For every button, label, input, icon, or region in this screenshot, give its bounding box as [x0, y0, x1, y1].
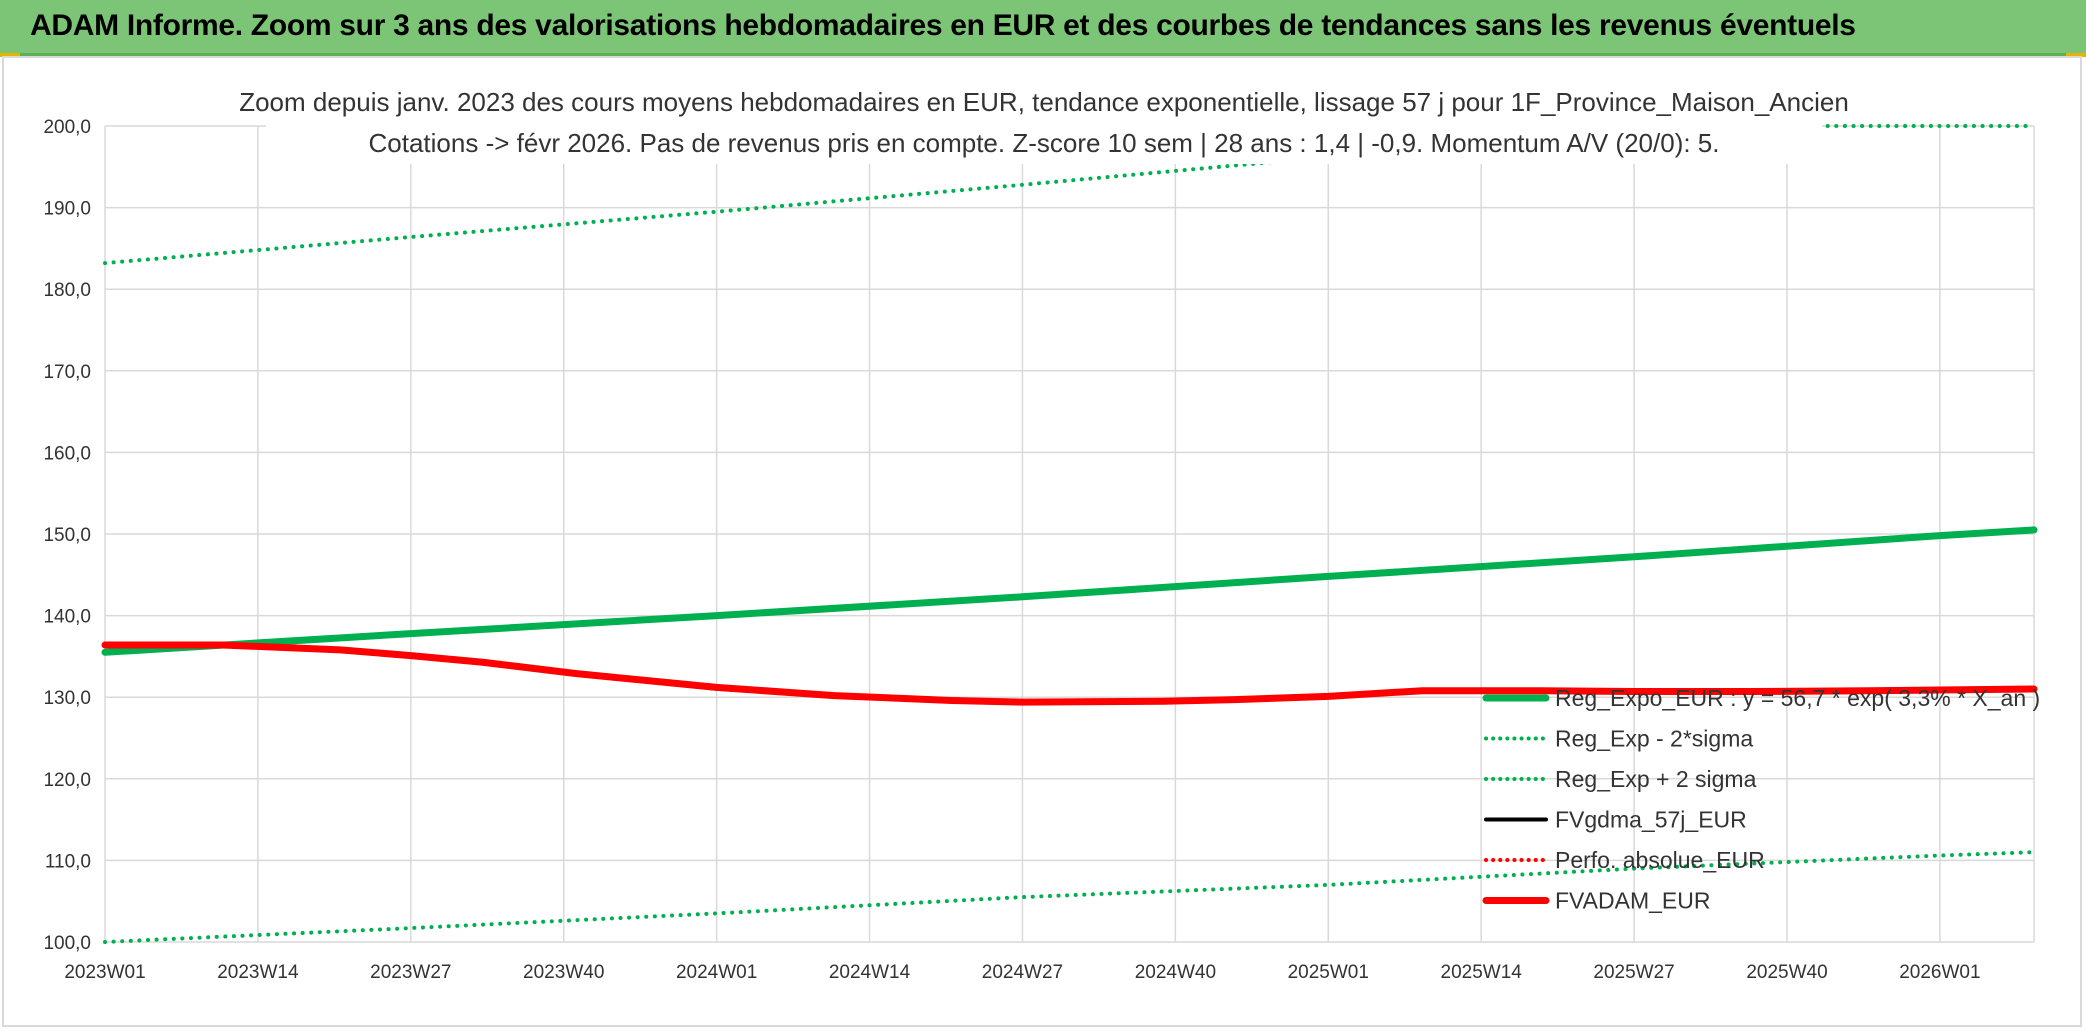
x-tick-label: 2024W27: [982, 962, 1063, 983]
legend-label: Reg_Exp + 2 sigma: [1555, 766, 1757, 792]
x-tick-label: 2025W01: [1288, 962, 1369, 983]
x-tick-label: 2024W40: [1135, 962, 1216, 983]
legend-label: Reg_Expo_EUR : y = 56,7 * exp( 3,3% * X_…: [1555, 685, 2040, 711]
y-tick-label: 160,0: [43, 443, 91, 464]
legend-label: FVADAM_EUR: [1555, 888, 1711, 914]
y-axis: 100,0 110,0 120,0 130,0 140,0 150,0 160,0 170,0…: [43, 117, 91, 954]
chart-frame: 100,0 110,0 120,0 130,0 140,0 150,0 160,0 170,0…: [2, 56, 2082, 1027]
x-tick-label: 2025W27: [1593, 962, 1674, 983]
x-tick-label: 2023W27: [370, 962, 451, 983]
banner-accent-left: [0, 53, 20, 57]
x-tick-label: 2025W40: [1746, 962, 1827, 983]
chart-title: Zoom depuis janv. 2023 des cours moyens …: [239, 80, 1849, 164]
legend-label: FVgdma_57j_EUR: [1555, 807, 1747, 833]
y-tick-label: 120,0: [43, 770, 91, 791]
chart-title-background: [266, 80, 1822, 164]
legend-label: Reg_Exp - 2*sigma: [1555, 726, 1753, 752]
x-tick-label: 2023W01: [64, 962, 145, 983]
banner-accent-right: [2066, 53, 2086, 57]
legend-label: Perfo. absolue_EUR: [1555, 847, 1765, 873]
chart-svg: 100,0 110,0 120,0 130,0 140,0 150,0 160,0 170,0…: [43, 80, 2040, 983]
banner: ADAM Informe. Zoom sur 3 ans des valoris…: [0, 0, 2086, 56]
x-tick-label: 2025W14: [1441, 962, 1523, 983]
y-tick-label: 150,0: [43, 525, 91, 546]
y-tick-label: 110,0: [45, 851, 91, 872]
y-tick-label: 170,0: [43, 362, 91, 383]
chart-title-line-2: Cotations -> févr 2026. Pas de revenus p…: [369, 128, 1720, 158]
series-lines: [101, 124, 2038, 944]
y-tick-label: 140,0: [43, 607, 91, 628]
x-tick-label: 2024W14: [829, 962, 911, 983]
legend: Reg_Expo_EUR : y = 56,7 * exp( 3,3% * X_…: [1482, 685, 2040, 914]
x-tick-label: 2023W40: [523, 962, 604, 983]
chart-title-line-1: Zoom depuis janv. 2023 des cours moyens …: [239, 87, 1849, 117]
banner-title: ADAM Informe. Zoom sur 3 ans des valoris…: [30, 9, 1856, 42]
series-line-2: [103, 124, 2036, 266]
y-tick-label: 100,0: [43, 933, 91, 954]
y-tick-label: 180,0: [43, 280, 91, 301]
y-tick-label: 130,0: [43, 688, 91, 709]
y-tick-label: 200,0: [43, 117, 91, 138]
x-tick-label: 2023W14: [217, 962, 299, 983]
x-axis: 2023W01 2023W14 2023W27 2023W40 2024W01 2024W…: [64, 962, 1980, 983]
series-line-5: [101, 641, 2038, 706]
y-tick-label: 190,0: [43, 199, 91, 220]
series-line-0: [101, 526, 2038, 656]
x-tick-label: 2026W01: [1899, 962, 1980, 983]
x-tick-label: 2024W01: [676, 962, 757, 983]
